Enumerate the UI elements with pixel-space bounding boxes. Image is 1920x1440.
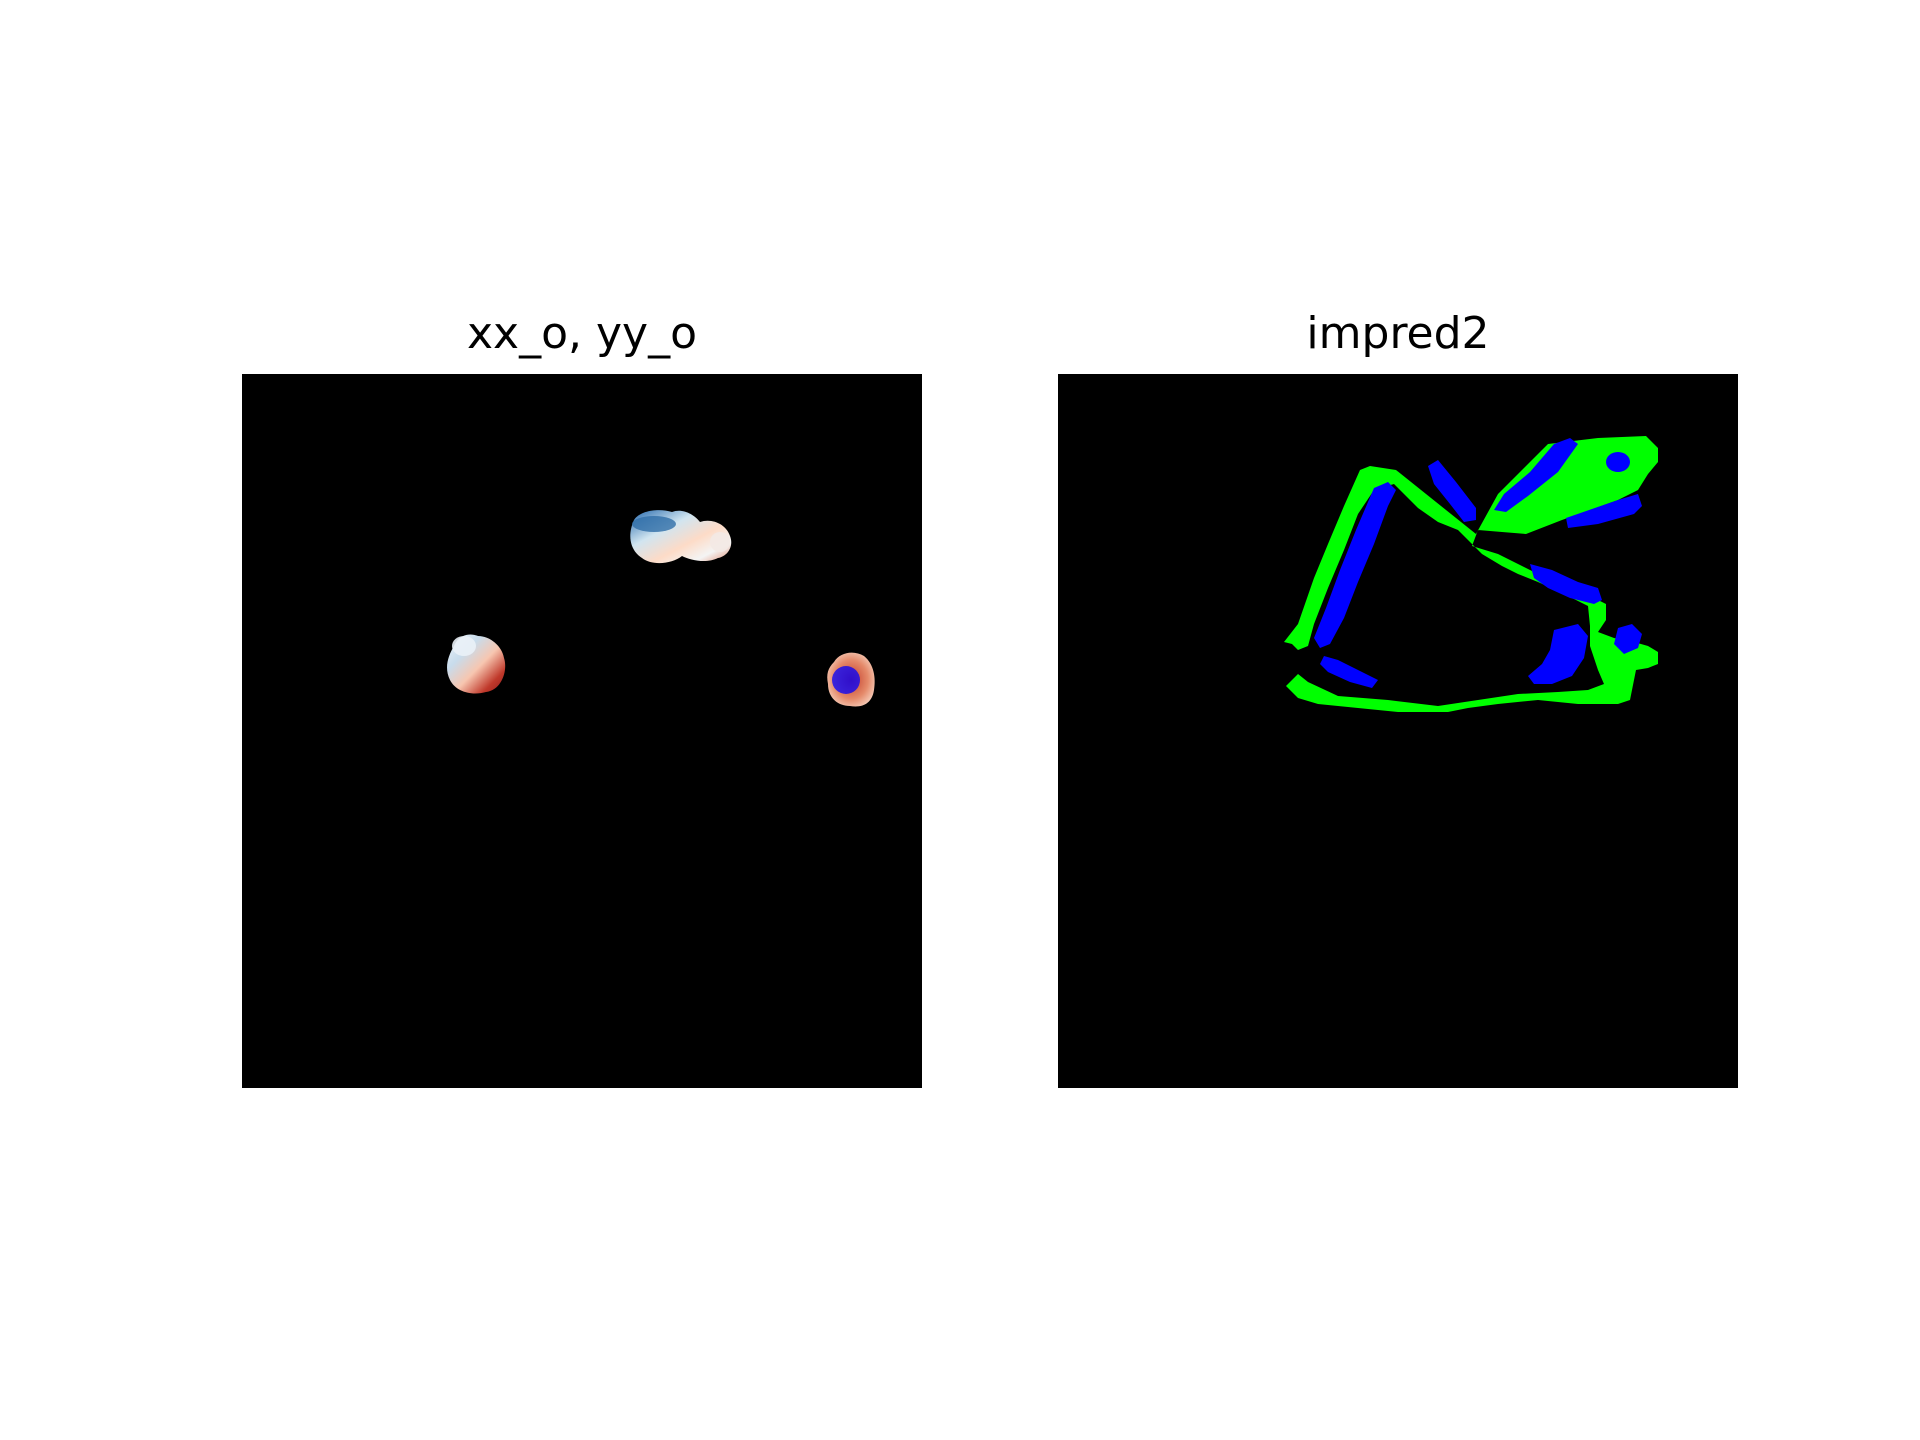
blue-strip-diagonal xyxy=(1494,438,1578,512)
blob-image xyxy=(447,510,875,707)
image-panel-right xyxy=(1058,374,1738,1088)
blue-strip-foot xyxy=(1614,624,1642,654)
blue-eye xyxy=(1606,452,1630,472)
green-region xyxy=(1284,436,1658,712)
panel-title-left: xx_o, yy_o xyxy=(467,308,697,359)
blue-strip-head xyxy=(1566,494,1642,528)
image-panel-left xyxy=(242,374,922,1088)
panel-title-right: impred2 xyxy=(1306,308,1490,359)
segmentation-image xyxy=(1284,436,1658,712)
blue-strip-top xyxy=(1428,460,1476,522)
blue-strip-mid xyxy=(1530,564,1602,604)
blue-strip-left xyxy=(1314,482,1396,648)
blue-strip-bottom-left xyxy=(1320,656,1378,688)
blue-strip-lower xyxy=(1528,624,1588,684)
blue-marker xyxy=(832,666,860,694)
